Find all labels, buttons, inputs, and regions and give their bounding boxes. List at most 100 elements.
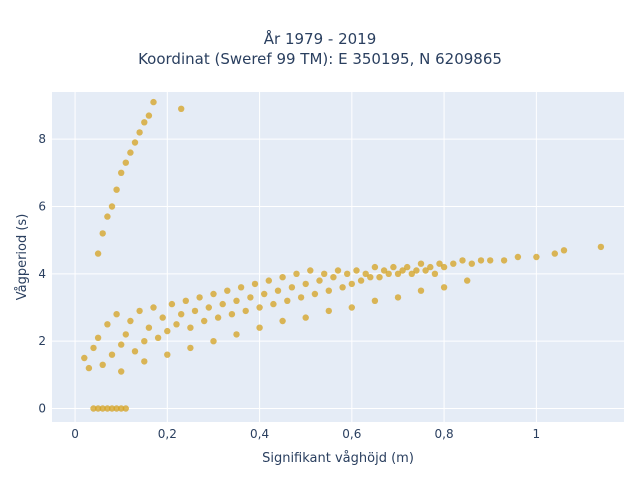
chart-title-line-1: År 1979 - 2019 xyxy=(263,30,377,48)
data-point xyxy=(330,274,337,281)
data-point xyxy=(187,344,194,352)
data-point xyxy=(597,243,605,251)
data-point xyxy=(214,314,222,321)
data-point xyxy=(367,274,374,281)
data-point xyxy=(514,253,522,261)
data-point xyxy=(118,368,125,375)
data-point xyxy=(94,334,102,341)
y-tick-label: 4 xyxy=(38,267,46,281)
data-point xyxy=(302,314,309,321)
data-point xyxy=(210,338,217,345)
data-point xyxy=(233,297,240,304)
data-point xyxy=(118,405,125,412)
data-point xyxy=(385,270,392,277)
data-point xyxy=(376,274,383,281)
data-point xyxy=(390,263,397,271)
scatter-points xyxy=(81,98,605,412)
data-point xyxy=(256,324,263,331)
data-point xyxy=(154,334,162,341)
data-point xyxy=(431,270,439,277)
data-point xyxy=(487,257,494,264)
data-point xyxy=(205,304,212,311)
data-point xyxy=(145,324,153,331)
data-point xyxy=(344,270,351,277)
data-point xyxy=(122,331,129,338)
data-point xyxy=(99,230,106,237)
x-tick-label: 0,2 xyxy=(158,427,177,441)
y-tick-label: 0 xyxy=(38,402,46,416)
data-point xyxy=(279,274,286,281)
data-point xyxy=(108,203,116,210)
data-point xyxy=(533,253,540,261)
data-point xyxy=(394,270,402,277)
data-point xyxy=(122,159,129,166)
data-point xyxy=(196,294,203,301)
data-point xyxy=(436,260,443,267)
data-point xyxy=(104,321,111,328)
data-point xyxy=(113,311,120,318)
data-point xyxy=(145,112,153,119)
y-tick-label: 2 xyxy=(38,334,46,348)
data-point xyxy=(371,263,379,271)
data-point xyxy=(99,405,106,412)
data-point xyxy=(274,287,282,294)
data-point xyxy=(408,270,415,277)
data-point xyxy=(348,280,355,288)
data-point xyxy=(380,267,388,274)
data-point xyxy=(242,307,249,315)
data-point xyxy=(104,213,111,220)
data-point xyxy=(113,186,120,193)
data-point xyxy=(219,300,226,308)
data-point xyxy=(325,307,332,315)
data-point xyxy=(440,263,448,271)
data-point xyxy=(113,405,120,412)
x-tick-label: 0 xyxy=(71,427,79,441)
data-point xyxy=(464,277,471,284)
data-point xyxy=(339,284,346,291)
data-point xyxy=(164,351,171,358)
data-point xyxy=(404,263,411,271)
data-point xyxy=(104,405,111,412)
data-point xyxy=(357,277,365,284)
data-point xyxy=(284,297,291,304)
data-point xyxy=(141,338,148,345)
data-point xyxy=(302,280,309,288)
data-point xyxy=(353,267,360,274)
data-point xyxy=(178,105,185,113)
data-point xyxy=(348,304,355,311)
data-point xyxy=(108,351,116,358)
data-point xyxy=(168,300,176,308)
data-point xyxy=(141,119,148,126)
data-point xyxy=(256,304,263,311)
data-point xyxy=(191,307,199,315)
data-point xyxy=(187,324,194,331)
data-point xyxy=(99,361,106,368)
data-point xyxy=(293,270,300,277)
data-point xyxy=(108,405,116,412)
data-point xyxy=(237,284,245,291)
data-point xyxy=(150,304,157,311)
data-point xyxy=(325,287,332,294)
x-tick-label: 0,8 xyxy=(435,427,454,441)
data-point xyxy=(136,307,143,315)
data-point xyxy=(228,311,236,318)
data-point xyxy=(122,405,129,412)
data-point xyxy=(150,98,157,106)
y-tick-label: 8 xyxy=(38,132,46,146)
plot-area xyxy=(52,92,624,422)
data-point xyxy=(500,257,508,264)
data-point xyxy=(131,139,139,146)
data-point xyxy=(118,169,125,176)
data-point xyxy=(371,297,379,304)
data-point xyxy=(173,321,180,328)
data-point xyxy=(334,267,342,274)
data-point xyxy=(288,284,296,291)
data-point xyxy=(321,270,328,277)
data-point xyxy=(399,267,406,274)
data-point xyxy=(440,284,448,291)
y-axis-ticks: 0 2 4 6 8 xyxy=(38,132,46,415)
data-point xyxy=(127,149,134,156)
data-point xyxy=(94,250,102,257)
